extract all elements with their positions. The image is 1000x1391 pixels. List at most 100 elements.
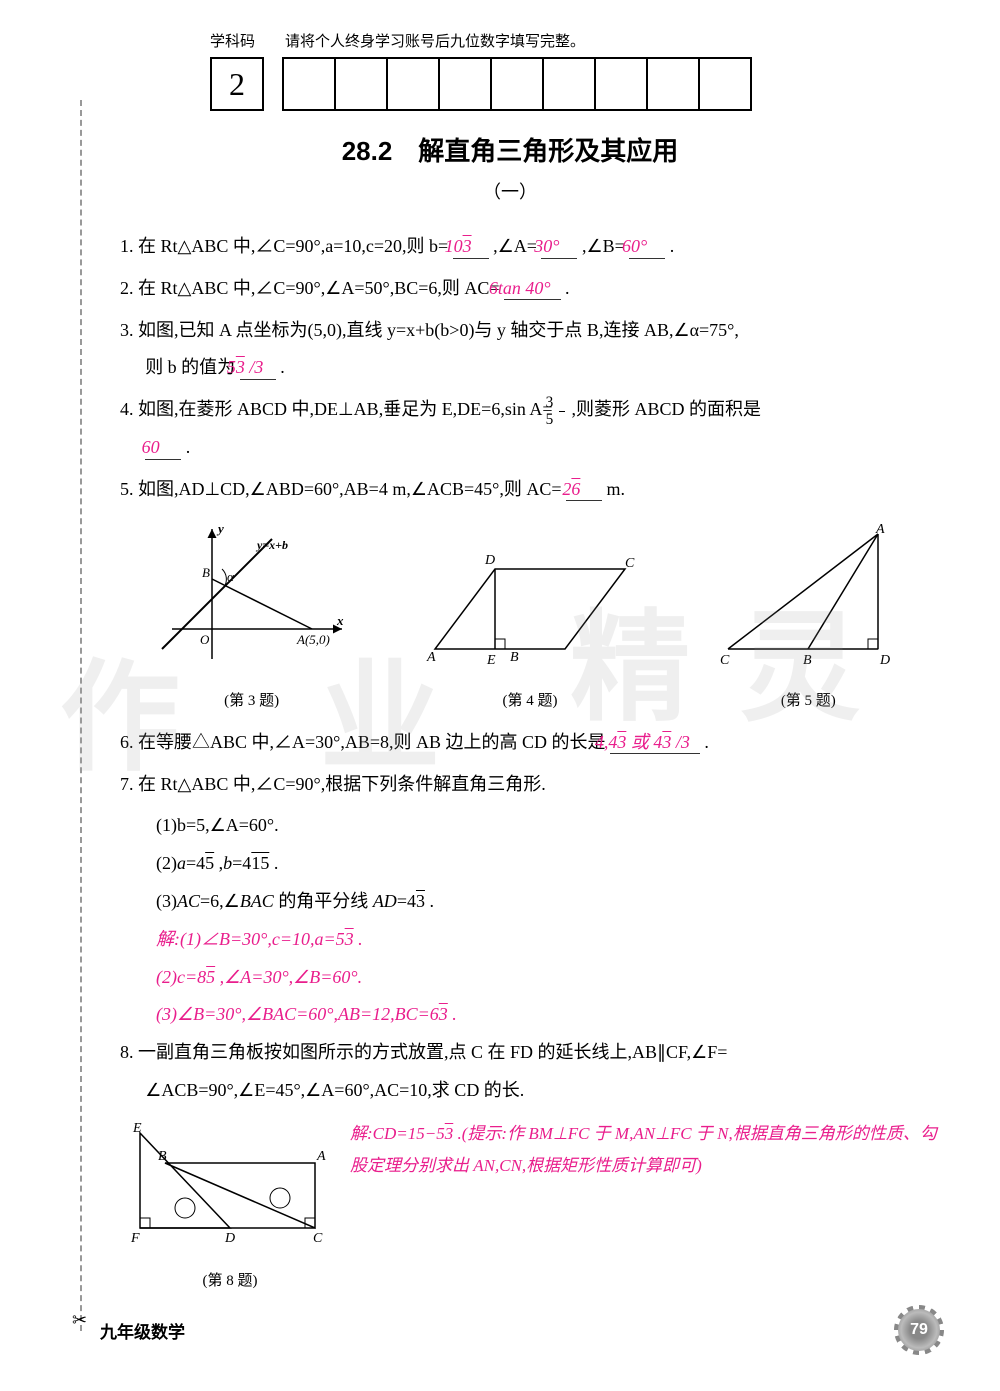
p7-sol1: 解:(1)∠B=30°,c=10,a=53 .	[120, 921, 940, 959]
svg-text:C: C	[313, 1231, 323, 1246]
svg-text:D: D	[879, 653, 890, 668]
p5-ans: 26	[566, 479, 602, 502]
svg-text:E: E	[486, 653, 496, 668]
p1-text: ,∠B=	[582, 236, 625, 256]
p3-text: .	[280, 357, 285, 377]
p1-text: .	[670, 236, 675, 256]
p7-sol2: (2)c=85 ,∠A=30°,∠B=60°.	[120, 959, 940, 997]
code-box[interactable]	[386, 57, 440, 111]
svg-text:A(5,0): A(5,0)	[296, 632, 330, 647]
caption-3: (第 3 题)	[152, 686, 352, 718]
svg-text:D: D	[224, 1231, 235, 1246]
caption-8: (第 8 题)	[120, 1266, 340, 1298]
code-boxes: 2	[210, 57, 940, 111]
svg-text:C: C	[625, 556, 635, 571]
code-box[interactable]	[490, 57, 544, 111]
p3-text: 则 b 的值为	[145, 357, 235, 377]
svg-text:D: D	[484, 553, 495, 568]
svg-text:x: x	[336, 613, 344, 628]
caption-5: (第 5 题)	[708, 686, 908, 718]
footer-grade: 九年级数学	[100, 1318, 185, 1343]
p5-text: 5. 如图,AD⊥CD,∠ABD=60°,AB=4 m,∠ACB=45°,则 A…	[120, 479, 561, 499]
cut-line	[80, 100, 82, 1331]
p7-sub1: (1)b=5,∠A=60°.	[120, 807, 940, 845]
scissors-icon: ✂	[72, 1310, 87, 1331]
frac-num: 3	[559, 395, 565, 411]
code-box[interactable]	[438, 57, 492, 111]
p1-text: 1. 在 Rt△ABC 中,∠C=90°,a=10,c=20,则 b=	[120, 236, 448, 256]
problem-5: 5. 如图,AD⊥CD,∠ABD=60°,AB=4 m,∠ACB=45°,则 A…	[120, 471, 940, 509]
svg-text:α: α	[227, 569, 235, 584]
p1-ans-A: 30°	[541, 236, 577, 259]
p7-sub3: (3)AC=6,∠BAC 的角平分线 AD=43 .	[120, 883, 940, 921]
svg-text:y=x+b: y=x+b	[255, 538, 288, 552]
svg-text:A: A	[426, 650, 436, 665]
p2-ans: 6tan 40°	[504, 278, 561, 301]
figures-row: B α O A(5,0) x y y=x+b (第 3 题) A B C	[120, 519, 940, 718]
code-box[interactable]	[542, 57, 596, 111]
problem-3: 3. 如图,已知 A 点坐标为(5,0),直线 y=x+b(b>0)与 y 轴交…	[120, 312, 940, 388]
code-box[interactable]	[334, 57, 388, 111]
frac-den: 5	[559, 412, 565, 427]
p3-ans: 53 /3	[240, 357, 276, 380]
content: 1. 在 Rt△ABC 中,∠C=90°,a=10,c=20,则 b= 103 …	[120, 228, 940, 1297]
p4-text: 4. 如图,在菱形 ABCD 中,DE⊥AB,垂足为 E,DE=6,sin A=	[120, 399, 553, 419]
header: 学科码 请将个人终身学习账号后九位数字填写完整。 2	[210, 30, 940, 111]
section-title: 28.2 解直角三角形及其应用	[80, 131, 940, 168]
page: 作 业 精 灵 ✂ 学科码 请将个人终身学习账号后九位数字填写完整。 2 28.…	[0, 0, 1000, 1391]
svg-text:F: F	[130, 1231, 140, 1246]
p7-sol3: (3)∠B=30°,∠BAC=60°,AB=12,BC=63 .	[120, 996, 940, 1034]
footer: 九年级数学 79	[100, 1309, 940, 1351]
problem-1: 1. 在 Rt△ABC 中,∠C=90°,a=10,c=20,则 b= 103 …	[120, 228, 940, 266]
p1-text: ,∠A=	[493, 236, 537, 256]
p8-solution: 解:CD=15−53 .(提示:作 BM⊥FC 于 M,AN⊥FC 于 N,根据…	[340, 1118, 940, 1183]
code-box[interactable]	[646, 57, 700, 111]
figure-3: B α O A(5,0) x y y=x+b (第 3 题)	[152, 519, 352, 718]
p4-ans: 60	[145, 437, 181, 460]
code-box[interactable]	[698, 57, 752, 111]
code-label: 学科码	[210, 30, 255, 51]
caption-4: (第 4 题)	[415, 686, 645, 718]
p8-text: ∠ACB=90°,∠E=45°,∠A=60°,AC=10,求 CD 的长.	[145, 1080, 524, 1100]
fraction: 3 5	[559, 395, 565, 427]
page-number-badge: 79	[898, 1309, 940, 1351]
problem-4: 4. 如图,在菱形 ABCD 中,DE⊥AB,垂足为 E,DE=6,sin A=…	[120, 391, 940, 467]
svg-text:B: B	[202, 565, 210, 580]
figure-8: E B A F D C (第 8 题)	[120, 1118, 340, 1297]
p2-text: .	[565, 278, 570, 298]
code-box[interactable]	[282, 57, 336, 111]
svg-text:B: B	[510, 650, 519, 665]
svg-text:C: C	[720, 653, 730, 668]
problem-6: 6. 在等腰△ABC 中,∠A=30°,AB=8,则 AB 边上的高 CD 的长…	[120, 724, 940, 762]
problem-8: 8. 一副直角三角板按如图所示的方式放置,点 C 在 FD 的延长线上,AB∥C…	[120, 1034, 940, 1110]
p8-text: 8. 一副直角三角板按如图所示的方式放置,点 C 在 FD 的延长线上,AB∥C…	[120, 1042, 727, 1062]
problem-7: 7. 在 Rt△ABC 中,∠C=90°,根据下列条件解直角三角形.	[120, 766, 940, 804]
p7-stem: 7. 在 Rt△ABC 中,∠C=90°,根据下列条件解直角三角形.	[120, 774, 546, 794]
p1-ans-B: 60°	[629, 236, 665, 259]
header-instruction: 学科码 请将个人终身学习账号后九位数字填写完整。	[210, 30, 940, 51]
svg-text:y: y	[216, 521, 224, 536]
p1-ans-b: 103	[453, 236, 489, 259]
p4-text: .	[186, 437, 191, 457]
section-subtitle: （一）	[80, 178, 940, 204]
p7-sub2: (2)a=45 ,b=415 .	[120, 845, 940, 883]
svg-text:O: O	[200, 632, 210, 647]
figure-4: A B C D E (第 4 题)	[415, 539, 645, 718]
svg-text:E: E	[132, 1121, 142, 1136]
p5-text: m.	[606, 479, 625, 499]
p4-text: ,则菱形 ABCD 的面积是	[572, 399, 762, 419]
p2-text: 2. 在 Rt△ABC 中,∠C=90°,∠A=50°,BC=6,则 AC=	[120, 278, 500, 298]
code-box-prefill: 2	[210, 57, 264, 111]
figure-5: A B C D (第 5 题)	[708, 519, 908, 718]
problem-8-row: E B A F D C (第 8 题) 解:CD=15−53 .(提示:作 BM…	[120, 1118, 940, 1297]
svg-text:A: A	[875, 522, 885, 537]
svg-text:A: A	[316, 1149, 326, 1164]
p6-text: 6. 在等腰△ABC 中,∠A=30°,AB=8,则 AB 边上的高 CD 的长…	[120, 732, 606, 752]
code-box[interactable]	[594, 57, 648, 111]
svg-text:B: B	[158, 1149, 167, 1164]
p6-text: .	[704, 732, 709, 752]
p3-text: 3. 如图,已知 A 点坐标为(5,0),直线 y=x+b(b>0)与 y 轴交…	[120, 320, 739, 340]
instruction-text: 请将个人终身学习账号后九位数字填写完整。	[285, 30, 585, 51]
svg-text:B: B	[803, 653, 812, 668]
problem-2: 2. 在 Rt△ABC 中,∠C=90°,∠A=50°,BC=6,则 AC= 6…	[120, 270, 940, 308]
